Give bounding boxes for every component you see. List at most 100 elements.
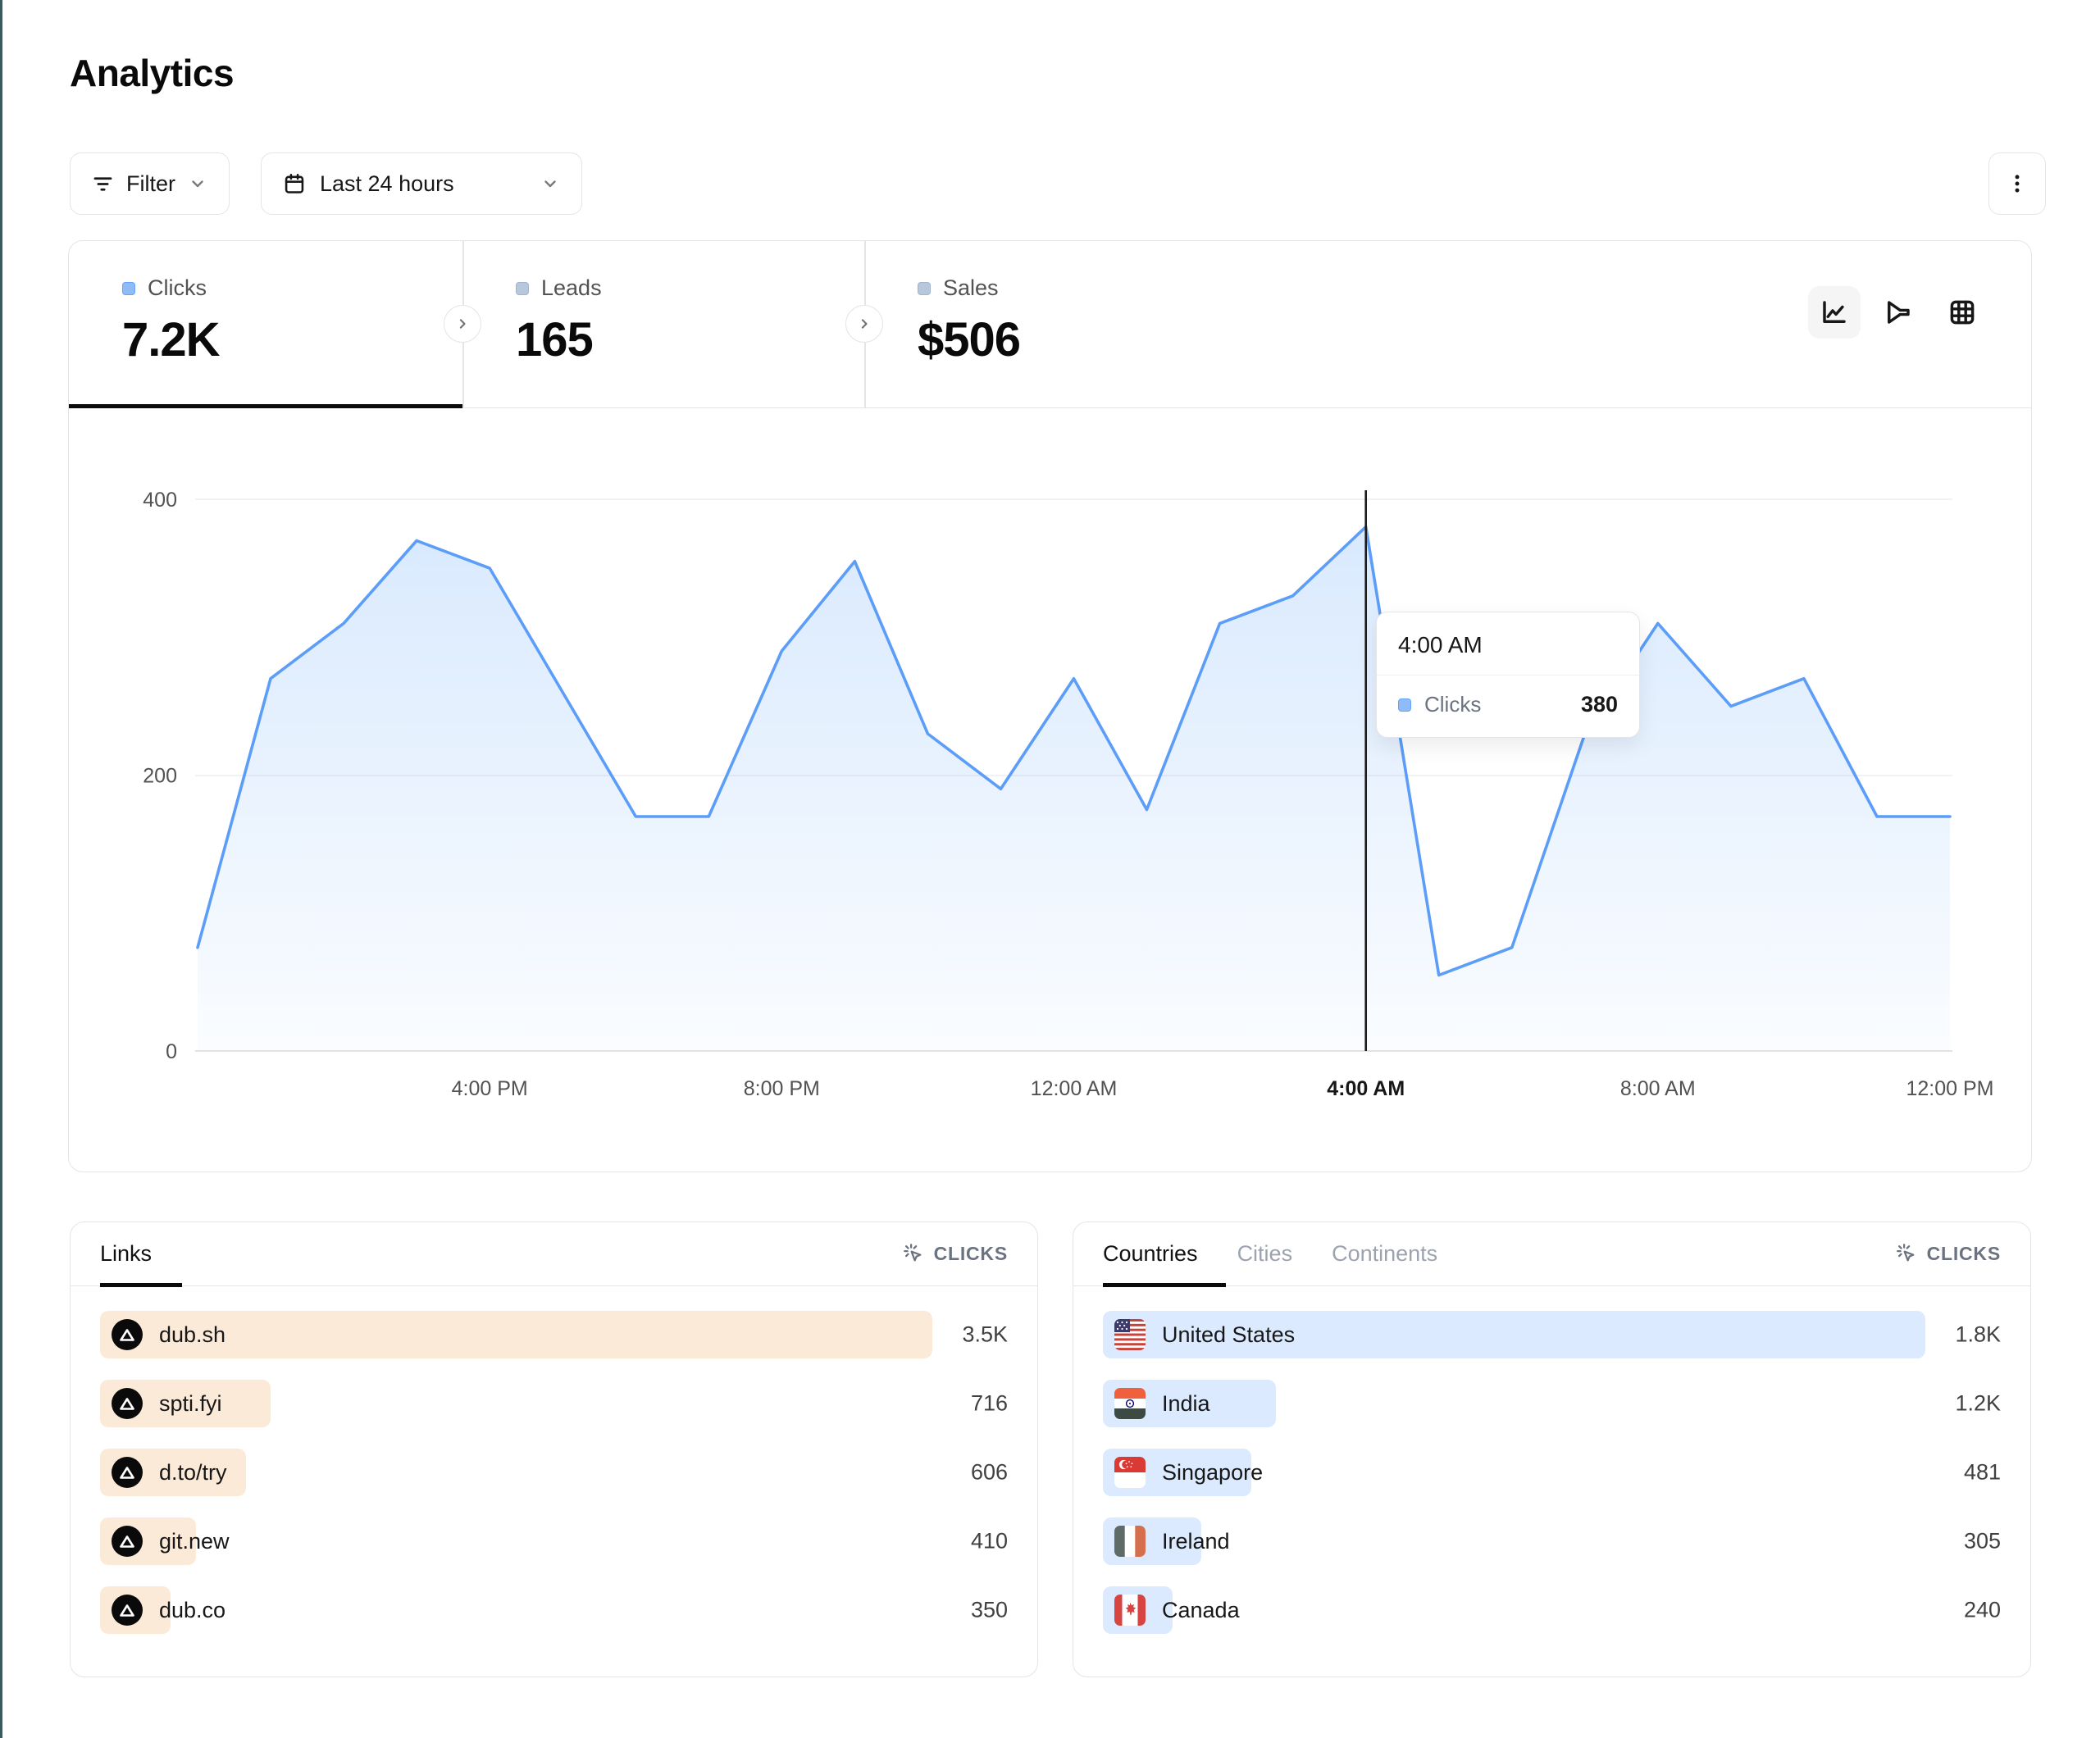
- expand-leads-chevron[interactable]: [444, 305, 481, 343]
- line-chart-icon: [1820, 298, 1849, 327]
- table-toggle[interactable]: [1936, 286, 1988, 339]
- link-row[interactable]: git.new 410: [100, 1517, 1008, 1565]
- chart-view-toggles: [1808, 286, 1988, 339]
- link-name: dub.co: [159, 1597, 226, 1622]
- link-clicks-value: 3.5K: [962, 1322, 1008, 1347]
- line-chart-toggle[interactable]: [1808, 286, 1861, 339]
- filter-button[interactable]: Filter: [70, 152, 230, 215]
- canada-flag-icon: [1114, 1595, 1146, 1626]
- country-clicks-value: 305: [1963, 1528, 2001, 1554]
- singapore-flag-icon: [1114, 1457, 1146, 1488]
- tooltip-value: 380: [1580, 692, 1618, 717]
- link-name: d.to/try: [159, 1459, 227, 1485]
- us-flag-icon: [1114, 1319, 1146, 1350]
- funnel-icon: [1884, 298, 1913, 327]
- dub-logo-icon: [112, 1595, 143, 1626]
- x-axis-label: 12:00 AM: [1031, 1077, 1118, 1100]
- link-clicks-value: 410: [970, 1528, 1008, 1554]
- country-clicks-value: 240: [1963, 1597, 2001, 1622]
- country-clicks-value: 481: [1963, 1459, 2001, 1485]
- clicks-time-series-chart[interactable]: 0 200 400 4:00 PM 8:00 PM 12:00 AM 4:00 AM 8:0…: [69, 408, 2033, 1173]
- geo-panel: Countries Cities Continents CLICKS Unite…: [1073, 1222, 2031, 1677]
- links-panel-header: Links CLICKS: [71, 1222, 1037, 1287]
- date-range-label: Last 24 hours: [320, 171, 454, 196]
- link-row[interactable]: dub.co 350: [100, 1586, 1008, 1634]
- tab-links[interactable]: Links: [100, 1241, 153, 1266]
- country-row[interactable]: India 1.2K: [1103, 1380, 2001, 1427]
- link-row[interactable]: spti.fyi 716: [100, 1380, 1008, 1427]
- tooltip-series-label: Clicks: [1424, 692, 1482, 717]
- country-name: United States: [1162, 1322, 1296, 1347]
- value-bar: [100, 1311, 932, 1358]
- stat-tab-clicks[interactable]: Clicks 7.2K: [69, 241, 462, 408]
- stats-row: Clicks 7.2K Leads 165: [69, 241, 2031, 408]
- x-axis-labels: 4:00 PM 8:00 PM 12:00 AM 4:00 AM 8:00 AM 12:0…: [452, 1077, 1994, 1100]
- link-name: spti.fyi: [159, 1390, 222, 1416]
- kebab-icon: [2006, 172, 2029, 195]
- link-name: dub.sh: [159, 1322, 226, 1347]
- geo-metric-label: CLICKS: [1926, 1243, 2001, 1264]
- y-axis-label: 200: [143, 765, 177, 788]
- links-metric-selector[interactable]: CLICKS: [903, 1243, 1008, 1265]
- geo-metric-selector[interactable]: CLICKS: [1896, 1243, 2001, 1265]
- clicks-stat-value: 7.2K: [122, 313, 221, 366]
- country-row[interactable]: Ireland 305: [1103, 1517, 2001, 1565]
- leads-stat-label: Leads: [541, 275, 602, 300]
- tab-countries[interactable]: Countries: [1103, 1241, 1198, 1266]
- country-name: India: [1162, 1390, 1210, 1416]
- country-clicks-value: 1.8K: [1955, 1322, 2001, 1347]
- stat-tab-leads[interactable]: Leads 165: [462, 241, 864, 408]
- chart-tooltip: 4:00 AM Clicks 380: [1376, 612, 1640, 738]
- india-flag-icon: [1114, 1388, 1146, 1419]
- x-axis-label: 8:00 PM: [744, 1077, 820, 1100]
- link-clicks-value: 606: [970, 1459, 1008, 1485]
- country-row[interactable]: United States 1.8K: [1103, 1311, 2001, 1358]
- dub-logo-icon: [112, 1457, 143, 1488]
- leads-legend-swatch: [516, 281, 529, 295]
- table-grid-icon: [1947, 298, 1977, 327]
- country-clicks-value: 1.2K: [1955, 1390, 2001, 1416]
- tab-cities[interactable]: Cities: [1237, 1241, 1293, 1266]
- more-options-button[interactable]: [1988, 152, 2046, 215]
- chevron-down-icon: [188, 174, 207, 193]
- link-clicks-value: 716: [970, 1390, 1008, 1416]
- analytics-card: Clicks 7.2K Leads 165: [68, 240, 2032, 1172]
- geo-panel-header: Countries Cities Continents CLICKS: [1073, 1222, 2030, 1287]
- stat-tab-sales[interactable]: Sales $506: [864, 241, 2031, 408]
- y-axis-label: 0: [166, 1040, 177, 1063]
- link-row[interactable]: d.to/try 606: [100, 1449, 1008, 1496]
- clicks-line-series: [196, 525, 1952, 977]
- ireland-flag-icon: [1114, 1526, 1146, 1557]
- filter-button-label: Filter: [126, 171, 175, 196]
- y-axis-label: 400: [143, 489, 177, 512]
- links-metric-label: CLICKS: [933, 1243, 1008, 1264]
- country-row[interactable]: Singapore 481: [1103, 1449, 2001, 1496]
- cursor-click-icon: [1896, 1243, 1918, 1265]
- link-clicks-value: 350: [970, 1597, 1008, 1622]
- cursor-click-icon: [903, 1243, 925, 1265]
- tooltip-legend-swatch: [1398, 698, 1411, 712]
- filter-icon: [92, 173, 114, 195]
- expand-sales-chevron[interactable]: [845, 305, 883, 343]
- date-range-button[interactable]: Last 24 hours: [261, 152, 582, 215]
- sales-stat-label: Sales: [943, 275, 999, 300]
- x-axis-label: 12:00 PM: [1906, 1077, 1993, 1100]
- link-name: git.new: [159, 1528, 230, 1554]
- tab-continents[interactable]: Continents: [1332, 1241, 1438, 1266]
- chevron-down-icon: [540, 174, 560, 193]
- tooltip-time: 4:00 AM: [1377, 612, 1639, 676]
- country-row[interactable]: Canada 240: [1103, 1586, 2001, 1634]
- country-name: Ireland: [1162, 1528, 1230, 1554]
- sales-stat-value: $506: [918, 313, 1021, 366]
- x-axis-label: 4:00 AM: [1327, 1077, 1405, 1100]
- funnel-toggle[interactable]: [1872, 286, 1925, 339]
- link-row[interactable]: dub.sh 3.5K: [100, 1311, 1008, 1358]
- clicks-area-fill: [198, 526, 1950, 1051]
- sales-legend-swatch: [918, 281, 931, 295]
- window-edge-strip: [0, 0, 2, 1738]
- active-stat-underline: [69, 404, 462, 408]
- page-title: Analytics: [70, 52, 235, 94]
- dub-logo-icon: [112, 1526, 143, 1557]
- value-bar: [1103, 1311, 1925, 1358]
- links-panel: Links CLICKS dub.sh 3.5K spti.fyi 716 d.to/t…: [70, 1222, 1038, 1677]
